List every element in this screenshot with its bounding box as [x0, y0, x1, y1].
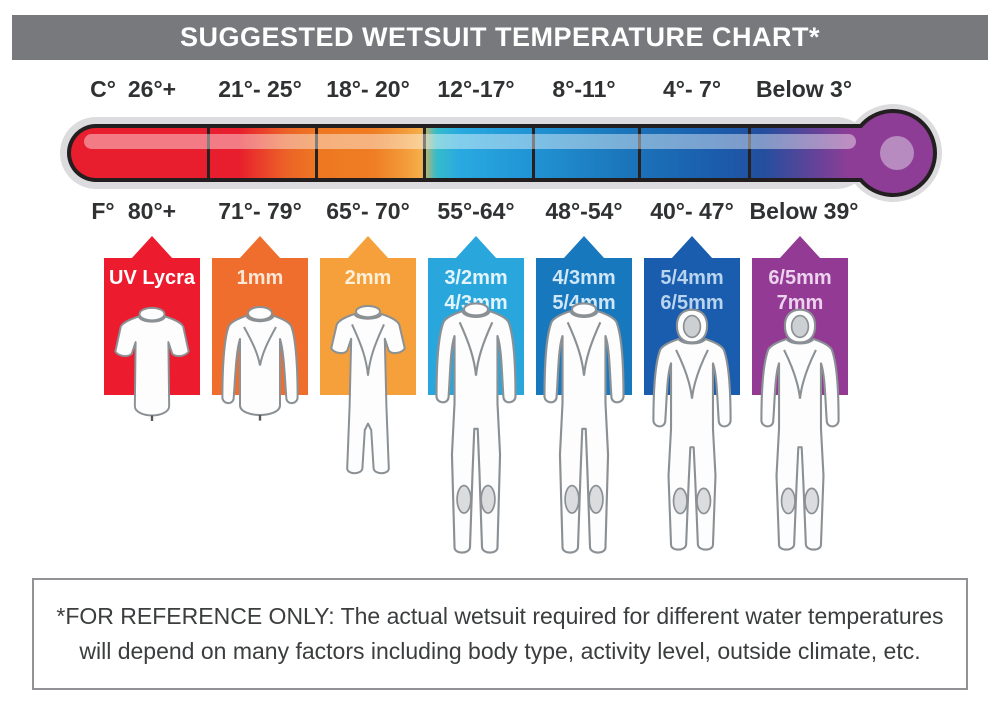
wetsuit-figure-short-sleeve-icon: [113, 303, 191, 425]
column-arrow: [239, 236, 281, 259]
celsius-range-label: 21°- 25°: [218, 76, 302, 102]
column-arrow: [131, 236, 173, 259]
wetsuit-column-3-2mm: 3/2mm 4/3mm: [428, 236, 524, 576]
column-thickness-label: 2mm: [344, 267, 392, 289]
fahrenheit-unit-label: F°: [91, 198, 115, 224]
wetsuit-column-1mm: 1mm: [212, 236, 308, 576]
footnote-line-2: will depend on many factors including bo…: [79, 638, 921, 664]
fahrenheit-range-label: 65°- 70°: [326, 198, 410, 224]
wetsuit-figure-shorty-icon: [328, 302, 408, 486]
wetsuit-column-uv-lycra: UV Lycra: [104, 236, 200, 576]
column-thickness-label: 7mm: [776, 292, 824, 314]
column-thickness-label: 6/5mm: [660, 292, 724, 314]
fahrenheit-range-label: 48°-54°: [545, 198, 623, 224]
wetsuit-figure-long-sleeve-icon: [220, 303, 300, 439]
thermometer-tick: [748, 128, 751, 178]
column-thickness-label: UV Lycra: [109, 267, 195, 289]
column-thickness-label: 1mm: [236, 267, 284, 289]
wetsuit-column-6-5mm: 6/5mm 7mm: [752, 236, 848, 576]
celsius-range-label: 8°-11°: [552, 76, 616, 102]
celsius-range-label: 4°- 7°: [662, 76, 722, 102]
chart-title: SUGGESTED WETSUIT TEMPERATURE CHART*: [179, 22, 820, 52]
thermometer-tube-gradient: [71, 128, 865, 178]
thermometer-tick: [207, 128, 210, 178]
wetsuit-figure-fullsuit-icon: [433, 300, 519, 562]
celsius-unit-label: C°: [90, 76, 116, 102]
column-arrow: [563, 236, 605, 259]
column-thickness-label: 5/4mm: [660, 267, 724, 289]
column-thickness-label: 4/3mm: [552, 267, 616, 289]
footnote-line-1: *FOR REFERENCE ONLY: The actual wetsuit …: [56, 603, 944, 629]
fahrenheit-range-label: Below 39°: [749, 198, 859, 224]
fahrenheit-range-label: 80°+: [127, 198, 177, 224]
thermometer: [0, 0, 1000, 220]
wetsuit-column-4-3mm: 4/3mm 5/4mm: [536, 236, 632, 576]
celsius-range-label: 12°-17°: [437, 76, 515, 102]
fahrenheit-range-label: 40°- 47°: [650, 198, 734, 224]
celsius-range-label: 26°+: [127, 76, 177, 102]
thermometer-bulb-highlight: [880, 136, 914, 170]
column-thickness-label: 3/2mm: [444, 267, 508, 289]
thermometer-tick: [315, 128, 318, 178]
chart-title-bar: SUGGESTED WETSUIT TEMPERATURE CHART*: [12, 15, 988, 60]
celsius-range-label: 18°- 20°: [326, 76, 410, 102]
fahrenheit-range-label: 71°- 79°: [218, 198, 302, 224]
wetsuit-column-5-4mm: 5/4mm 6/5mm: [644, 236, 740, 576]
thermometer-tick: [638, 128, 641, 178]
wetsuit-column-2mm: 2mm: [320, 236, 416, 576]
celsius-scale-row: C° 26°+ 21°- 25° 18°- 20° 12°-17° 8°-11°…: [0, 76, 1000, 104]
column-arrow: [347, 236, 389, 259]
wetsuit-figure-fullsuit-icon: [541, 300, 627, 562]
celsius-range-label: Below 3°: [755, 76, 853, 102]
column-arrow: [779, 236, 821, 259]
column-arrow: [455, 236, 497, 259]
fahrenheit-range-label: 55°-64°: [437, 198, 515, 224]
fahrenheit-scale-row: F° 80°+ 71°- 79° 65°- 70° 55°-64° 48°-54…: [0, 198, 1000, 226]
footnote-box: *FOR REFERENCE ONLY: The actual wetsuit …: [32, 578, 968, 690]
thermometer-tick: [423, 128, 426, 178]
wetsuit-figure-hooded-suit-icon: [650, 308, 734, 558]
thermometer-glass-highlight: [84, 134, 856, 149]
wetsuit-figure-hooded-suit-icon: [758, 308, 842, 558]
column-thickness-label: 6/5mm: [768, 267, 832, 289]
column-arrow: [671, 236, 713, 259]
thermometer-tick: [532, 128, 535, 178]
